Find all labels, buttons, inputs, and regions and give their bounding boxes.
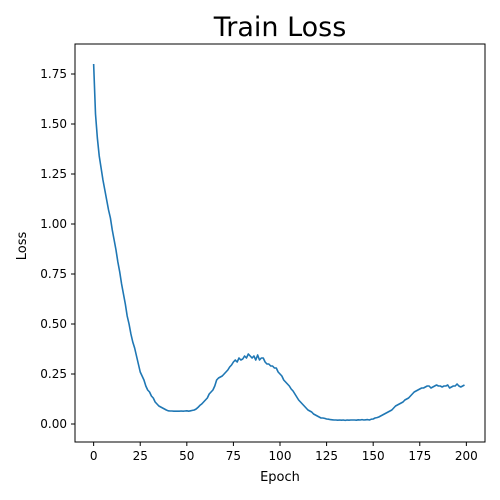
x-tick-label: 75 bbox=[226, 449, 241, 463]
x-tick-label: 125 bbox=[315, 449, 338, 463]
x-tick-label: 175 bbox=[408, 449, 431, 463]
x-tick-label: 0 bbox=[90, 449, 98, 463]
y-tick-label: 1.00 bbox=[40, 217, 67, 231]
y-tick-label: 0.50 bbox=[40, 317, 67, 331]
x-axis: 0 25 50 75 100 125 150 175 200 bbox=[90, 442, 478, 463]
loss-series-line bbox=[92, 63, 465, 422]
x-tick-label: 50 bbox=[179, 449, 194, 463]
y-tick-label: 0.00 bbox=[40, 417, 67, 431]
y-axis: 0.00 0.25 0.50 0.75 1.00 1.25 1.50 1.75 bbox=[40, 67, 75, 431]
y-tick-label: 1.50 bbox=[40, 117, 67, 131]
y-tick-label: 1.25 bbox=[40, 167, 67, 181]
x-tick-label: 200 bbox=[455, 449, 478, 463]
x-axis-label: Epoch bbox=[260, 470, 300, 485]
x-tick-label: 25 bbox=[133, 449, 148, 463]
y-tick-label: 0.25 bbox=[40, 367, 67, 381]
x-tick-label: 100 bbox=[269, 449, 292, 463]
plot-frame bbox=[74, 43, 486, 443]
y-axis-label: Loss bbox=[15, 232, 30, 261]
y-tick-label: 0.75 bbox=[40, 267, 67, 281]
y-tick-label: 1.75 bbox=[40, 67, 67, 81]
chart-title: Train Loss bbox=[213, 12, 347, 43]
x-tick-label: 150 bbox=[362, 449, 385, 463]
